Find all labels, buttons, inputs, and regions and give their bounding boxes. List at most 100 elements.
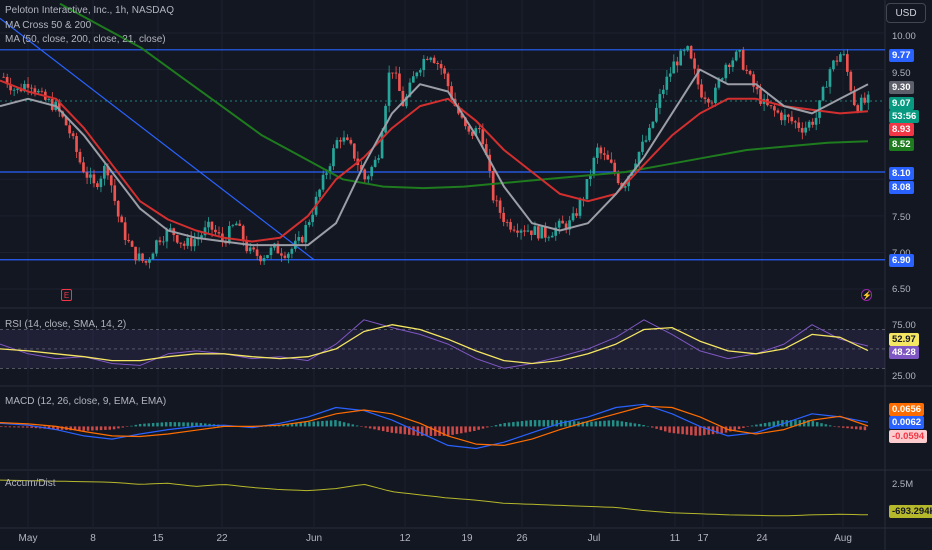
- earnings-event-icon[interactable]: E: [61, 289, 72, 301]
- macd-hist-bar: [351, 424, 355, 427]
- macd-hist-bar: [733, 426, 736, 431]
- candle-body: [116, 200, 120, 217]
- candle-body: [123, 222, 127, 240]
- candle-body: [16, 88, 19, 90]
- candle-body: [203, 227, 207, 236]
- macd-hist-bar: [620, 421, 624, 427]
- macd-hist-bar: [672, 426, 676, 434]
- candle-body: [547, 237, 551, 239]
- dividend-event-icon[interactable]: ⚡: [861, 289, 872, 301]
- macd-hist-bar: [637, 424, 641, 427]
- candle-body: [741, 49, 745, 70]
- macd-hist-bar: [420, 426, 424, 436]
- accum-dist-legend[interactable]: Accum/Dist: [5, 478, 56, 489]
- ma-cross-legend[interactable]: MA Cross 50 & 200: [5, 20, 92, 31]
- candle-body: [686, 46, 689, 51]
- macd-legend[interactable]: MACD (12, 26, close, 9, EMA, EMA): [5, 396, 167, 407]
- ma21-line: [0, 68, 869, 247]
- candle-body: [519, 230, 523, 233]
- macd-hist-bar: [177, 422, 181, 427]
- candle-body: [429, 57, 433, 60]
- badge-6-90: 6.90: [889, 254, 914, 267]
- candle-body: [464, 117, 467, 127]
- macd-hist-bar: [442, 426, 446, 436]
- candle-body: [217, 232, 221, 234]
- macd-hist-bar: [125, 426, 129, 427]
- macd-hist-bar: [190, 422, 194, 427]
- candle-body: [710, 102, 714, 104]
- candle-body: [339, 140, 342, 142]
- candle-body: [71, 133, 75, 137]
- macd-hist-bar: [0, 426, 3, 428]
- candle-body: [811, 121, 814, 125]
- candle-body: [109, 175, 113, 186]
- x-label-aug: Aug: [834, 533, 852, 544]
- rsi-legend[interactable]: RSI (14, close, SMA, 14, 2): [5, 319, 127, 330]
- candle-body: [554, 227, 558, 236]
- macd-hist-bar: [694, 426, 697, 436]
- candle-body: [748, 70, 752, 75]
- macd-hist-bar: [104, 426, 107, 430]
- candle-body: [526, 230, 530, 232]
- candle-body: [137, 253, 141, 261]
- ma-legend[interactable]: MA (50, close, 200, close, 21, close): [5, 34, 166, 45]
- candle-body: [241, 225, 245, 242]
- macd-hist-bar: [316, 421, 320, 427]
- macd-hist-bar: [312, 421, 315, 427]
- macd-hist-bar: [182, 422, 185, 427]
- ad-tick-2-5m: 2.5M: [892, 479, 914, 490]
- macd-hist-bar: [386, 426, 389, 432]
- macd-hist-bar: [186, 422, 190, 427]
- candle-body: [307, 222, 311, 226]
- macd-hist-bar: [507, 422, 511, 427]
- x-label-22: 22: [216, 533, 228, 544]
- macd-hist-bar: [607, 420, 611, 427]
- candle-body: [797, 122, 801, 129]
- macd-hist-bar: [490, 426, 493, 427]
- candle-body: [439, 64, 443, 69]
- candle-body: [141, 253, 144, 261]
- candle-body: [252, 247, 255, 250]
- macd-hist-bar: [759, 423, 762, 427]
- x-label-17: 17: [697, 533, 709, 544]
- candle-body: [19, 88, 23, 92]
- candle-body: [599, 147, 603, 154]
- y-tick-7: 7.00: [892, 248, 911, 259]
- candle-body: [85, 172, 89, 178]
- candle-body: [210, 221, 214, 230]
- candle-body: [255, 249, 259, 256]
- candle-body: [498, 200, 502, 213]
- macd-hist-bar: [572, 421, 576, 427]
- candle-body: [207, 221, 210, 228]
- candle-body: [349, 139, 353, 144]
- candle-body: [460, 113, 464, 118]
- x-label-8: 8: [90, 533, 96, 544]
- candle-body: [596, 147, 599, 158]
- candle-body: [450, 86, 453, 99]
- macd-hist-bar: [95, 426, 98, 431]
- macd-hist-bar: [516, 421, 519, 427]
- currency-button[interactable]: USD: [886, 3, 926, 23]
- candle-body: [807, 121, 811, 128]
- macd-hist-bar: [815, 422, 819, 427]
- candle-body: [290, 248, 294, 254]
- macd-hist-bar: [108, 426, 111, 430]
- candle-body: [658, 94, 662, 108]
- candle-body: [238, 223, 242, 226]
- macd-hist-bar: [447, 426, 450, 436]
- candle-body: [585, 179, 589, 200]
- candle-body: [127, 239, 130, 242]
- macd-hist-bar: [668, 426, 671, 433]
- x-label-26: 26: [516, 533, 528, 544]
- candle-body: [33, 88, 37, 93]
- candle-body: [793, 121, 797, 123]
- macd-hist-bar: [520, 421, 524, 427]
- candle-body: [689, 46, 693, 59]
- candle-body: [502, 212, 505, 222]
- macd-hist-bar: [677, 426, 680, 434]
- candle-body: [92, 174, 96, 184]
- macd-hist-bar: [377, 426, 381, 431]
- badge-ma21-9-30: 9.30: [889, 81, 914, 94]
- macd-hist-bar: [850, 426, 854, 429]
